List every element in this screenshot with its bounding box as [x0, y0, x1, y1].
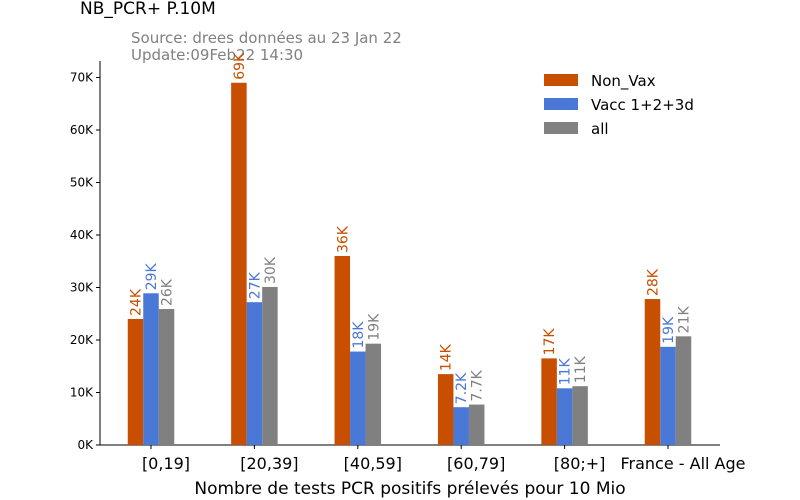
bar — [127, 319, 144, 445]
bar — [572, 386, 588, 445]
bar — [334, 256, 351, 445]
data-label: 36K — [335, 225, 351, 253]
y-tick-label: 60K — [70, 123, 94, 137]
bar — [541, 358, 557, 445]
data-label: 7.2K — [454, 372, 470, 404]
bar — [143, 293, 159, 445]
legend-swatch — [544, 98, 578, 110]
data-label: 26K — [160, 278, 176, 306]
legend-swatch — [544, 74, 578, 86]
data-label: 19K — [366, 313, 382, 341]
bar — [231, 82, 247, 445]
bar — [262, 286, 278, 445]
y-tick-label: 0K — [77, 438, 94, 452]
data-label: 19K — [661, 316, 677, 344]
bar — [350, 351, 366, 445]
bar — [468, 404, 485, 445]
y-tick-label: 30K — [70, 281, 94, 295]
data-label: 24K — [129, 288, 145, 316]
chart-subtitle-update: Update:09Feb22 14:30 — [131, 46, 303, 64]
data-label: 21K — [677, 306, 693, 334]
data-label: 27K — [247, 271, 263, 299]
y-tick-label: 70K — [70, 71, 94, 85]
data-label: 11K — [573, 355, 589, 383]
chart-title: NB_PCR+ P.10M — [80, 0, 216, 19]
data-label: 30K — [263, 256, 279, 284]
x-axis-label: Nombre de tests PCR positifs prélevés po… — [194, 479, 625, 499]
data-label: 14K — [439, 343, 455, 371]
bar — [453, 407, 469, 445]
data-label: 29K — [144, 262, 160, 290]
bar — [644, 299, 661, 445]
data-label: 18K — [351, 321, 367, 349]
data-label: 11K — [558, 357, 574, 385]
x-tick-label: [0,19] — [142, 454, 190, 473]
legend-label: all — [591, 120, 609, 138]
x-tick-label: [40,59] — [344, 454, 402, 473]
y-tick-label: 10K — [70, 386, 94, 400]
legend: Non_Vax Vacc 1+2+3d all — [544, 72, 694, 138]
bar — [246, 302, 263, 445]
legend-label: Non_Vax — [591, 72, 656, 91]
x-tick-label: [20,39] — [240, 454, 298, 473]
data-label: 7.7K — [470, 369, 486, 401]
data-label: 28K — [646, 268, 662, 296]
bar — [365, 343, 382, 445]
bar — [660, 346, 676, 445]
data-label: 17K — [542, 328, 558, 356]
legend-label: Vacc 1+2+3d — [591, 96, 694, 114]
x-tick-label: [60,79] — [447, 454, 505, 473]
y-tick-label: 20K — [70, 333, 94, 347]
bar — [675, 336, 692, 445]
y-tick-label: 50K — [70, 176, 94, 190]
legend-swatch — [544, 122, 578, 134]
chart-subtitle-source: Source: drees données au 23 Jan 22 — [131, 29, 402, 47]
bar — [556, 388, 573, 445]
bar — [437, 374, 454, 445]
x-tick-label: [80;+] — [554, 454, 606, 473]
x-tick-label: France - All Age — [620, 454, 745, 473]
data-label: 69K — [232, 52, 248, 80]
bar — [158, 309, 175, 445]
y-tick-label: 40K — [70, 228, 94, 242]
